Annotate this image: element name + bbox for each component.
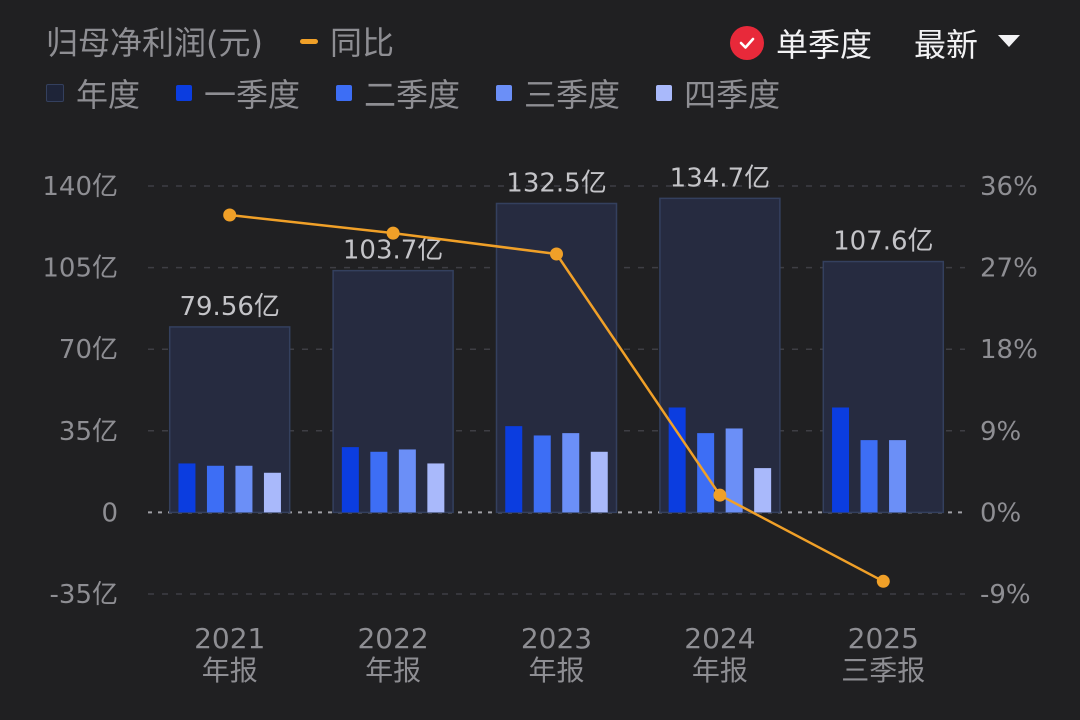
quarter-bar: [178, 463, 196, 513]
x-tick-period: 三季报: [841, 654, 925, 687]
x-tick-year: 2022: [357, 622, 428, 655]
x-tick-year: 2021: [194, 622, 265, 655]
legend-item: 三季度: [496, 70, 620, 116]
left-tick-label: 105亿: [42, 254, 118, 284]
legend-item: 四季度: [656, 70, 780, 116]
quarter-bar: [505, 426, 523, 513]
yoy-point: [876, 574, 890, 588]
right-tick-label: 27%: [980, 254, 1038, 284]
triangle-down-icon: [996, 33, 1022, 53]
quarter-bar: [235, 465, 253, 513]
legend-label: 二季度: [364, 76, 461, 114]
legend-label: 一季度: [204, 76, 301, 114]
quarter-bar: [427, 463, 445, 513]
right-tick-label: 36%: [980, 172, 1038, 202]
right-tick-label: -9%: [980, 580, 1031, 610]
left-tick-label: 140亿: [42, 172, 118, 202]
quarter-bar: [341, 447, 359, 513]
annual-data-label: 107.6亿: [833, 227, 933, 257]
annual-data-label: 132.5亿: [506, 168, 606, 198]
yoy-legend-swatch: [300, 38, 318, 44]
legend-label: 年度: [76, 76, 141, 114]
left-tick-label: 70亿: [59, 335, 118, 365]
x-tick-period: 年报: [365, 654, 421, 687]
annual-data-label: 79.56亿: [179, 292, 279, 322]
yoy-point: [713, 488, 727, 502]
legend-swatch: [656, 85, 673, 101]
latest-label: 最新: [914, 26, 979, 64]
quarter-bar: [590, 451, 608, 513]
yoy-legend: 同比: [300, 18, 394, 64]
right-tick-label: 18%: [980, 335, 1038, 365]
legend-swatch: [336, 85, 353, 101]
latest-dropdown[interactable]: 最新: [914, 20, 1022, 66]
series-legend: 年度 一季度 二季度 三季度 四季度: [46, 70, 816, 116]
right-tick-label: 9%: [980, 417, 1021, 447]
x-tick-period: 年报: [692, 654, 748, 687]
legend-label: 四季度: [684, 76, 781, 114]
legend-swatch: [46, 84, 64, 102]
quarter-bar: [889, 440, 907, 513]
quarter-bar: [206, 465, 224, 513]
yoy-point: [550, 247, 563, 261]
chart-title: 归母净利润(元): [46, 24, 263, 62]
legend-item: 一季度: [176, 70, 300, 116]
left-tick-label: 35亿: [59, 417, 118, 447]
quarter-bar: [398, 449, 416, 513]
annual-bar: [659, 197, 781, 514]
annual-data-label: 134.7亿: [670, 163, 770, 193]
check-circle-icon: [730, 26, 764, 60]
yoy-legend-label: 同比: [330, 24, 395, 62]
legend-item: 二季度: [336, 70, 460, 116]
left-tick-label: 0: [101, 498, 118, 528]
single-quarter-label: 单季度: [776, 26, 873, 64]
right-tick-label: 0%: [980, 498, 1021, 528]
quarter-bar: [725, 428, 743, 513]
x-tick-year: 2024: [684, 622, 755, 655]
chart-header: 归母净利润(元) 同比 单季度 最新: [0, 0, 1080, 80]
x-tick-period: 年报: [202, 654, 258, 687]
quarter-bar: [668, 407, 686, 513]
quarter-bar: [562, 433, 580, 513]
single-quarter-toggle[interactable]: 单季度: [730, 20, 872, 66]
x-tick-year: 2023: [521, 622, 592, 655]
left-tick-label: -35亿: [50, 580, 118, 610]
annual-data-label: 103.7亿: [343, 236, 443, 266]
quarter-bar: [832, 407, 850, 513]
quarter-bar: [263, 472, 281, 513]
legend-label: 三季度: [524, 76, 621, 114]
x-tick-year: 2025: [848, 622, 919, 655]
yoy-point: [223, 208, 237, 222]
quarter-bar: [860, 440, 878, 513]
legend-swatch: [176, 85, 193, 101]
x-tick-period: 年报: [528, 654, 584, 687]
quarter-bar: [370, 451, 388, 513]
quarter-bar: [754, 468, 772, 513]
legend-item: 年度: [46, 70, 140, 116]
legend-swatch: [496, 85, 513, 101]
quarter-bar: [533, 435, 551, 513]
yoy-point: [386, 226, 400, 240]
